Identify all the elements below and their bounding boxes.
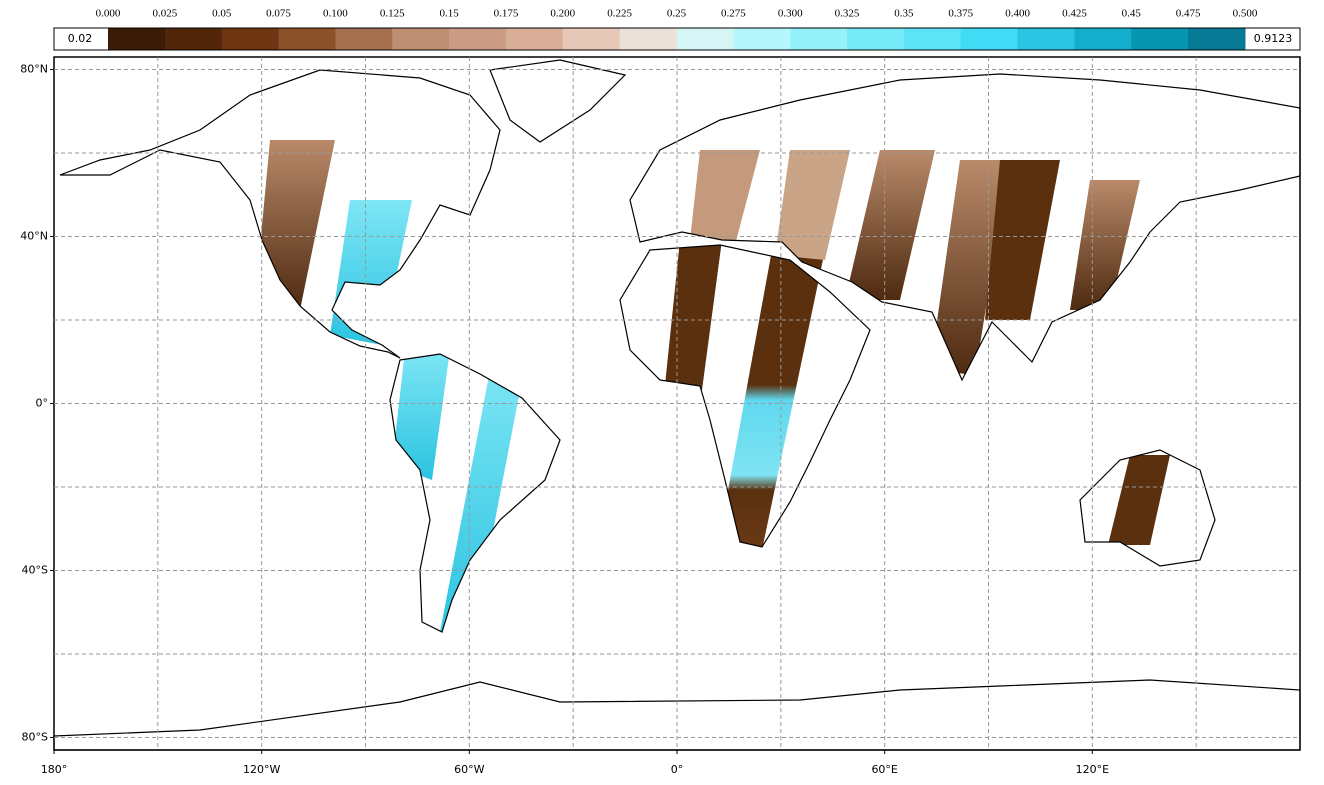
colorbar-box (1188, 28, 1246, 50)
y-tick-label: 0° (36, 397, 49, 410)
colorbar-label: 0.375 (948, 8, 973, 20)
colorbar-label: 0.500 (1233, 8, 1258, 20)
colorbar-label: 0.25 (667, 8, 687, 20)
colorbar-label: 0.275 (721, 8, 746, 20)
colorbar-box (1074, 28, 1132, 50)
colorbar-box (221, 28, 280, 50)
colorbar-label: 0.400 (1005, 8, 1030, 20)
colorbar-label: 0.05 (212, 8, 232, 20)
colorbar-label: 0.125 (380, 8, 405, 20)
colorbar-label: 0.325 (835, 8, 860, 20)
colorbar-box (108, 28, 166, 50)
colorbar-box (903, 28, 962, 50)
coastline (489, 59, 627, 143)
colorbar-label: 0.425 (1062, 8, 1087, 20)
colorbar-box (449, 28, 507, 50)
y-tick-label: 80°S (22, 730, 48, 743)
colorbar-min: 0.02 (68, 32, 93, 45)
coastline (629, 73, 1301, 382)
colorbar-label: 0.45 (1122, 8, 1142, 20)
colorbar-label: 0.200 (550, 8, 575, 20)
colorbar-label: 0.075 (266, 8, 291, 20)
colorbar-label: 0.000 (96, 8, 121, 20)
colorbar-box (505, 28, 564, 50)
y-tick-label: 40°N (20, 230, 48, 243)
colorbar-label: 0.225 (607, 8, 632, 20)
colorbar-label: 0.300 (778, 8, 803, 20)
y-tick-label: 80°N (20, 63, 48, 76)
colorbar-label: 0.15 (439, 8, 459, 20)
colorbar-box (392, 28, 450, 50)
colorbar-label: 0.025 (152, 8, 177, 20)
colorbar-max: 0.9123 (1254, 32, 1293, 45)
colorbar-box (847, 28, 905, 50)
colorbar-frame (53, 27, 1301, 51)
coastline (1079, 449, 1216, 567)
colorbar-box (733, 28, 791, 50)
colorbar-label: 0.35 (894, 8, 914, 20)
colorbar-box (619, 28, 677, 50)
colorbar-box (1017, 28, 1075, 50)
colorbar-box (164, 28, 223, 50)
x-tick-label: 0° (671, 763, 684, 776)
x-tick-label: 120°W (243, 763, 280, 776)
colorbar-box (335, 28, 393, 50)
colorbar-box (960, 28, 1019, 50)
colorbar-box (1131, 28, 1189, 50)
colorbar-label: 0.175 (494, 8, 519, 20)
x-tick-label: 120°E (1076, 763, 1109, 776)
coastline (389, 353, 561, 633)
x-tick-label: 180° (41, 763, 68, 776)
colorbar-label: 0.100 (323, 8, 348, 20)
colorbar-box (562, 28, 621, 50)
colorbar-label: 0.475 (1176, 8, 1201, 20)
x-tick-label: 60°W (454, 763, 484, 776)
colorbar-box (278, 28, 336, 50)
x-tick-label: 60°E (871, 763, 897, 776)
coastline (619, 244, 871, 548)
colorbar-box (676, 28, 734, 50)
data-swaths (255, 140, 1200, 640)
colorbar-box (790, 28, 848, 50)
y-tick-label: 40°S (22, 563, 48, 576)
